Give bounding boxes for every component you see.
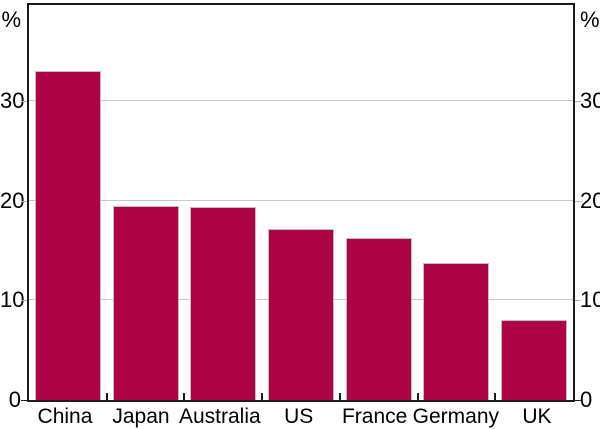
y-tick-label-right-20: 20 bbox=[580, 187, 600, 213]
y-axis-unit-right: % bbox=[580, 7, 600, 32]
y-tick-label-left-20: 20 bbox=[0, 187, 25, 213]
bar-france bbox=[345, 238, 412, 400]
y-tick-mark-left-20 bbox=[21, 200, 27, 202]
x-axis-tick bbox=[105, 393, 108, 400]
bar-slot-germany bbox=[418, 5, 496, 400]
bar-slot-china bbox=[29, 5, 107, 400]
x-axis-tick bbox=[338, 393, 341, 400]
bar-slot-australia bbox=[184, 5, 262, 400]
y-tick-label-right-30: 30 bbox=[580, 87, 600, 113]
bar-japan bbox=[112, 205, 179, 400]
y-tick-mark-left-30 bbox=[21, 100, 27, 102]
y-tick-mark-right-0 bbox=[575, 400, 581, 401]
y-tick-mark-right-10 bbox=[575, 300, 581, 302]
plot-area bbox=[27, 3, 575, 402]
y-tick-label-left-10: 10 bbox=[0, 287, 25, 313]
bar-us bbox=[267, 229, 335, 400]
y-tick-mark-left-0 bbox=[21, 400, 27, 401]
bar-germany bbox=[423, 263, 490, 400]
y-tick-label-left-0: 0 bbox=[8, 387, 21, 412]
bar-uk bbox=[501, 320, 568, 400]
x-label-japan: Japan bbox=[112, 405, 170, 428]
bar-slot-uk bbox=[495, 5, 573, 400]
y-tick-mark-left-10 bbox=[21, 300, 27, 302]
x-axis-labels: China Japan Australia US France Germany UK bbox=[27, 404, 575, 429]
x-label-germany: Germany bbox=[412, 405, 499, 428]
gridline-30 bbox=[29, 99, 573, 101]
x-axis-tick bbox=[261, 393, 264, 400]
x-axis-tick bbox=[494, 393, 497, 400]
x-axis-tick bbox=[183, 393, 186, 400]
bar-slot-japan bbox=[107, 5, 185, 400]
x-label-uk: UK bbox=[522, 405, 552, 428]
bar-australia bbox=[190, 206, 257, 400]
x-label-france: France bbox=[341, 405, 408, 428]
x-label-australia: Australia bbox=[178, 405, 261, 428]
y-tick-label-right-10: 10 bbox=[580, 287, 600, 313]
y-tick-label-right-0: 0 bbox=[580, 387, 593, 412]
y-tick-mark-right-20 bbox=[575, 200, 581, 202]
bars-row bbox=[29, 5, 573, 400]
x-label-china: China bbox=[37, 405, 93, 428]
y-tick-mark-right-30 bbox=[575, 100, 581, 102]
bar-slot-us bbox=[262, 5, 340, 400]
bar-china bbox=[34, 70, 101, 400]
x-label-us: US bbox=[284, 405, 314, 428]
gridline-20 bbox=[29, 199, 573, 201]
y-axis-unit-left: % bbox=[1, 7, 21, 32]
bar-slot-france bbox=[340, 5, 418, 400]
x-axis-tick bbox=[416, 393, 419, 400]
y-tick-label-left-30: 30 bbox=[0, 87, 25, 113]
